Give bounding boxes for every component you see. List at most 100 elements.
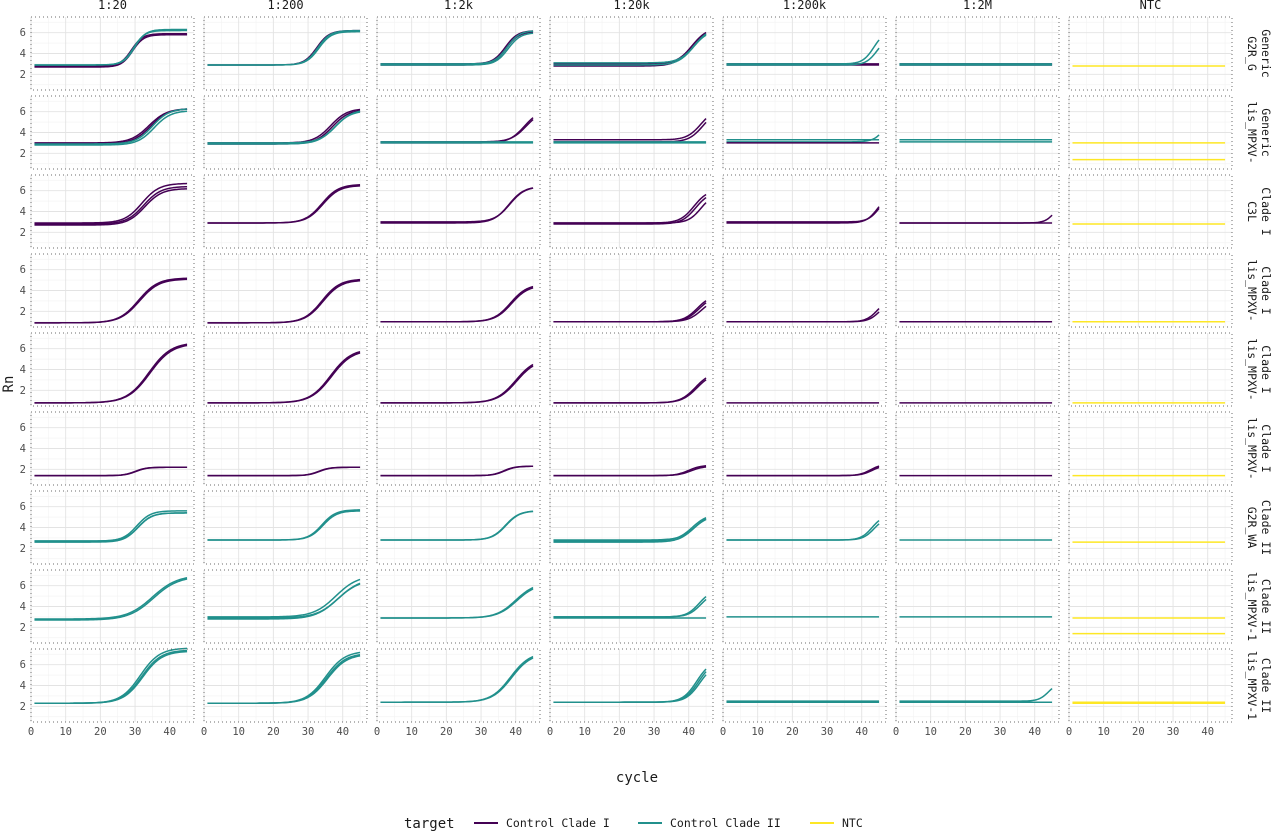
y-tick-label: 4 [20, 443, 26, 455]
y-tick-label: 2 [20, 543, 26, 555]
facet-panel [1068, 174, 1233, 249]
facet-panel [895, 490, 1060, 565]
series-line [553, 305, 707, 323]
facet-panel [895, 411, 1060, 486]
facet-panel [1068, 648, 1233, 723]
series-line [380, 657, 534, 703]
series-line [380, 588, 534, 619]
series-line [34, 578, 188, 621]
row-strip-label: lis_MPXV- [1245, 101, 1259, 163]
facet-panel [549, 332, 714, 407]
series-line [34, 650, 188, 704]
facet-panel [376, 95, 541, 170]
x-tick-label: 10 [924, 726, 937, 738]
row-strip-label: G2R_G [1245, 36, 1259, 71]
y-tick-label: 4 [20, 522, 26, 534]
series-line [207, 110, 361, 144]
series-line [34, 649, 188, 704]
series-line [34, 512, 188, 542]
series-line [553, 379, 707, 404]
facet-panel [203, 490, 368, 565]
facet-panel [30, 332, 195, 407]
series-line [207, 108, 361, 144]
series-line [899, 687, 1053, 702]
series-line [553, 674, 707, 703]
row-strip-label: Clade I [1259, 345, 1273, 393]
series-line [553, 118, 707, 141]
series-line [34, 182, 188, 224]
x-tick-label: 40 [336, 726, 349, 738]
series-line [726, 311, 880, 323]
row-strip-label: Clade I [1259, 187, 1273, 235]
x-tick-label: 40 [855, 726, 868, 738]
series-line [34, 577, 188, 620]
facet-panel [30, 490, 195, 565]
facet-panel [1068, 95, 1233, 170]
x-tick-label: 20 [440, 726, 453, 738]
facet-panel [203, 253, 368, 328]
facet-panel [203, 332, 368, 407]
series-line [380, 363, 534, 404]
y-tick-label: 6 [20, 580, 26, 592]
series-line [380, 287, 534, 323]
x-tick-label: 0 [201, 726, 207, 738]
facet-panel [895, 253, 1060, 328]
series-line [207, 280, 361, 324]
series-line [207, 583, 361, 620]
x-tick-label: 40 [1201, 726, 1214, 738]
facet-panel [30, 253, 195, 328]
y-tick-label: 2 [20, 69, 26, 81]
series-line [34, 343, 188, 404]
x-tick-label: 20 [959, 726, 972, 738]
series-line [553, 31, 707, 65]
facet-panel [30, 16, 195, 91]
series-line [34, 108, 188, 145]
facet-panel [895, 16, 1060, 91]
x-tick-label: 20 [613, 726, 626, 738]
series-line [34, 110, 188, 146]
series-line [34, 33, 188, 68]
facet-panel [203, 569, 368, 644]
x-tick-label: 30 [129, 726, 142, 738]
y-tick-label: 6 [20, 343, 26, 355]
x-tick-label: 10 [59, 726, 72, 738]
facet-panel [549, 253, 714, 328]
series-line [553, 33, 707, 67]
x-tick-label: 30 [994, 726, 1007, 738]
facet-strips: 1:20 1:200 1:2k 1:20k 1:200k 1:2M NTCGenericG2… [98, 0, 1273, 720]
facet-panel [376, 411, 541, 486]
series-line [726, 519, 880, 541]
facet-panel [895, 95, 1060, 170]
series-line [380, 365, 534, 404]
row-strip-label: Clade I [1259, 266, 1273, 314]
series-line [207, 510, 361, 541]
x-tick-label: 30 [1167, 726, 1180, 738]
series-line [553, 671, 707, 703]
facet-panel [30, 569, 195, 644]
series-line [380, 465, 534, 477]
series-line [726, 207, 880, 223]
x-tick-label: 40 [163, 726, 176, 738]
y-tick-label: 2 [20, 701, 26, 713]
y-tick-label: 4 [20, 364, 26, 376]
row-strip-label: Clade II [1259, 579, 1273, 634]
x-tick-label: 10 [578, 726, 591, 738]
x-tick-label: 30 [475, 726, 488, 738]
facet-panel [895, 648, 1060, 723]
series-line [34, 185, 188, 225]
series-line [380, 30, 534, 65]
row-strip-label: G2R_WA [1245, 507, 1259, 549]
row-strip-label: C3L [1245, 201, 1259, 222]
series-line [553, 196, 707, 225]
x-tick-label: 40 [1028, 726, 1041, 738]
row-strip-label: Clade II [1259, 500, 1273, 555]
facet-panel [376, 490, 541, 565]
y-tick-label: 2 [20, 306, 26, 318]
row-strip-label: lis_MPXV-1 [1245, 651, 1259, 720]
facet-panel [895, 174, 1060, 249]
series-line [207, 651, 361, 704]
facet-panel [203, 174, 368, 249]
legend-title: target [404, 816, 455, 832]
x-tick-label: 30 [302, 726, 315, 738]
panels-layer [30, 16, 1233, 723]
